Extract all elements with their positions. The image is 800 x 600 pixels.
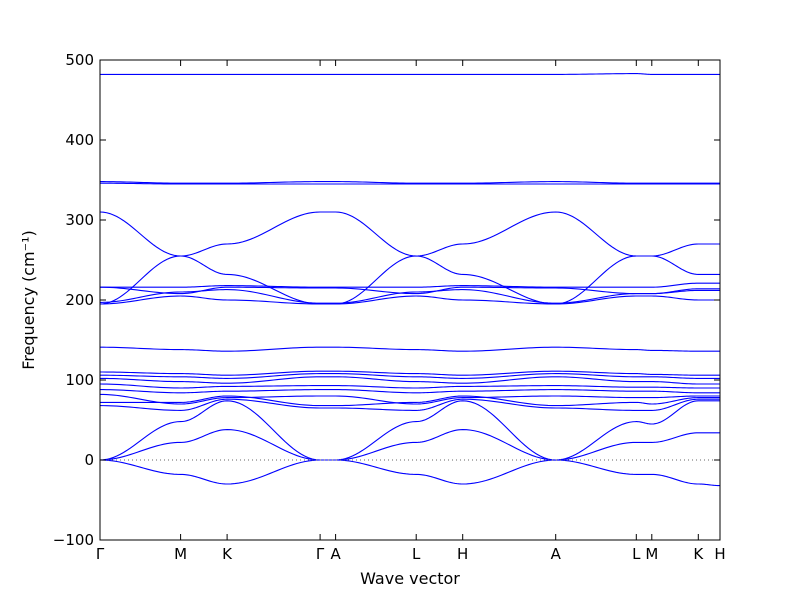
band-line <box>99 181 720 184</box>
x-tick-label: A <box>330 545 341 563</box>
x-tick-label: L <box>412 545 421 563</box>
band-line <box>100 395 720 407</box>
y-tick-label: 200 <box>65 291 94 309</box>
x-tick-label: A <box>551 545 562 563</box>
band-line <box>99 370 720 376</box>
plot-background <box>100 60 720 540</box>
band-line <box>99 376 720 385</box>
band-line <box>99 459 721 487</box>
band-line <box>99 393 720 405</box>
band-line <box>99 400 720 461</box>
y-tick-label: 100 <box>65 371 94 389</box>
band-line <box>99 211 720 305</box>
y-axis-label: Frequency (cm⁻¹) <box>19 230 38 369</box>
x-tick-label: L <box>632 545 641 563</box>
x-tick-label: H <box>714 545 725 563</box>
band-line <box>100 73 720 75</box>
band-line <box>99 211 720 305</box>
y-tick-label: 300 <box>65 211 94 229</box>
x-tick-label: M <box>645 545 658 563</box>
band-lines <box>99 73 721 487</box>
y-tick-label: 400 <box>65 131 94 149</box>
plot-area <box>100 60 720 540</box>
y-tick-label: −100 <box>53 531 94 549</box>
band-line <box>99 398 720 411</box>
y-tick-label: 500 <box>65 51 94 69</box>
x-tick-label: Γ <box>316 545 325 563</box>
band-line <box>100 182 720 185</box>
x-tick-label: K <box>222 545 233 563</box>
y-tick-label: 0 <box>84 451 94 469</box>
x-axis-label: Wave vector <box>360 569 460 588</box>
band-line <box>99 389 720 394</box>
band-line <box>99 429 720 461</box>
x-tick-label: Γ <box>96 545 105 563</box>
band-line <box>99 373 720 379</box>
x-tick-label: K <box>693 545 704 563</box>
band-line <box>99 286 720 295</box>
x-tick-label: M <box>174 545 187 563</box>
band-line <box>99 383 720 389</box>
band-line <box>99 295 720 305</box>
y-axis: −100 0 100 200 300 400 500 <box>53 51 720 549</box>
band-line <box>100 282 720 288</box>
x-tick-label: H <box>457 545 468 563</box>
band-line <box>99 346 720 352</box>
